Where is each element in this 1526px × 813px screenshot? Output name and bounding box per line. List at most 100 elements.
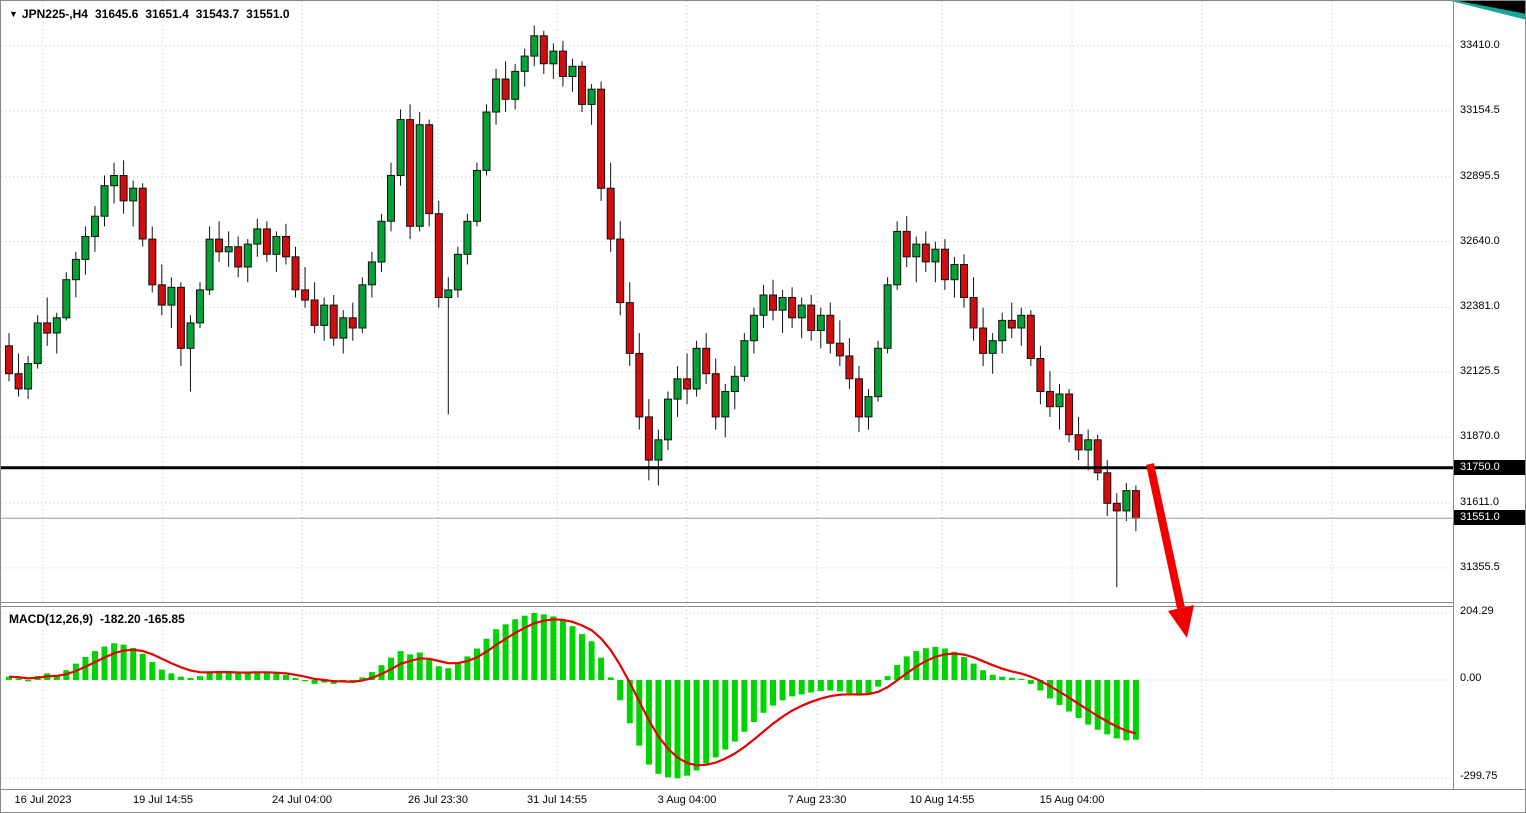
candle-up [81,236,90,260]
candle-up [71,258,80,281]
macd-histogram-bar [626,680,633,724]
candle-down [616,238,625,304]
macd-histogram-bar [92,651,98,680]
candle-up [167,286,176,306]
time-axis-label: 26 Jul 23:30 [408,794,468,806]
candle-down [138,187,147,240]
macd-histogram-bar [1008,677,1015,680]
candle-up [864,396,873,418]
candle-up [950,264,959,281]
candle-down [329,304,338,339]
symbol-dropdown-icon[interactable]: ▼ [9,9,18,19]
price-axis-label: 33154.5 [1460,104,1500,116]
macd-histogram-bar [884,676,891,680]
candle-down [807,304,816,332]
macd-histogram-bar [1066,680,1073,712]
time-axis-label: 15 Aug 04:00 [1039,794,1105,806]
candle-down [855,378,863,418]
candle-up [740,340,749,377]
candle-up [444,289,453,298]
macd-indicator-values: -182.20 -165.85 [100,612,185,626]
candle-down [119,175,128,202]
macd-histogram-bar [989,674,996,680]
candle-up [367,261,376,286]
price-axis[interactable]: 33410.0 33154.5 32895.5 32640.0 32381.0 32125… [1453,1,1525,789]
macd-histogram-bar [665,680,671,778]
candle-up [931,248,940,263]
macd-histogram-bar [158,669,165,680]
macd-histogram-bar [445,668,452,680]
candle-down [425,124,434,215]
candle-down [291,256,300,291]
price-axis-label: 32125.5 [1460,365,1500,377]
candle-up [797,304,806,319]
candle-down [434,213,443,298]
candle-up [874,347,883,398]
macd-histogram-bar [1047,680,1053,699]
macd-histogram-bar [703,680,710,764]
panel-splitter[interactable] [1,602,1525,607]
candle-down [644,416,653,461]
macd-histogram-bar [684,680,691,776]
candlestick-chart[interactable] [1,1,1453,602]
candle-up [692,347,701,390]
macd-histogram-bar [321,680,328,683]
macd-histogram-bar [225,672,232,680]
macd-histogram-bar [808,680,815,693]
macd-histogram-bar [636,680,643,746]
macd-histogram-bar [617,680,624,701]
macd-signal-line [8,618,1137,767]
macd-histogram-bar [856,680,862,696]
candle-up [396,119,405,176]
macd-histogram-bar [1113,680,1120,739]
candle-up [883,284,892,349]
macd-histogram-bar [674,680,681,779]
candle-up [587,88,596,105]
candle-up [664,398,672,441]
macd-histogram-bar [502,624,509,680]
macd-histogram-bar [531,613,538,680]
macd-histogram-bar [903,656,910,680]
main-chart-panel[interactable]: ▼ JPN225-,H4 31645.6 31651.4 31543.7 31551.0 [1,1,1453,602]
candle-down [702,347,711,375]
macd-panel[interactable]: MACD(12,26,9) -182.20 -165.85 [1,606,1453,789]
candle-up [1055,393,1064,408]
candle-down [539,35,548,65]
time-axis-label: 16 Jul 2023 [14,794,72,806]
candle-up [673,378,682,400]
macd-histogram-bar [999,676,1006,680]
macd-histogram-bar [263,672,270,680]
time-axis-label: 7 Aug 23:30 [787,794,847,806]
macd-histogram-bar [187,678,194,680]
macd-chart[interactable] [1,606,1453,789]
macd-histogram-bar [980,670,987,680]
candle-down [979,327,988,354]
macd-histogram-bar [827,680,834,691]
macd-histogram-bar [875,680,882,687]
macd-histogram-bar [177,676,184,680]
macd-histogram-bar [598,657,605,680]
candle-down [769,294,777,311]
candle-down [43,322,52,334]
candle-down [14,373,23,390]
time-axis-label: 19 Jul 14:55 [133,794,193,806]
candle-up [778,297,787,311]
candle-up [549,50,558,65]
macd-histogram-bar [1094,680,1101,730]
symbol-info: ▼ JPN225-,H4 31645.6 31651.4 31543.7 31551.0 [9,7,290,21]
candle-down [578,65,586,105]
macd-histogram-bar [865,680,872,694]
candle-up [1017,314,1026,329]
macd-histogram-bar [1027,680,1034,684]
candle-down [606,187,615,240]
macd-histogram-bar [970,663,977,680]
macd-indicator-label: MACD(12,26,9) -182.20 -165.85 [9,612,185,626]
macd-histogram-bar [1132,680,1139,740]
macd-histogram-bar [1104,680,1111,735]
macd-histogram-bar [817,680,824,692]
time-axis[interactable]: 16 Jul 2023 19 Jul 14:55 24 Jul 04:00 26 Ju… [1,790,1525,812]
candle-down [969,297,978,329]
candle-down [635,352,644,418]
candle-up [1084,439,1093,451]
macd-histogram-bar [1085,680,1092,725]
